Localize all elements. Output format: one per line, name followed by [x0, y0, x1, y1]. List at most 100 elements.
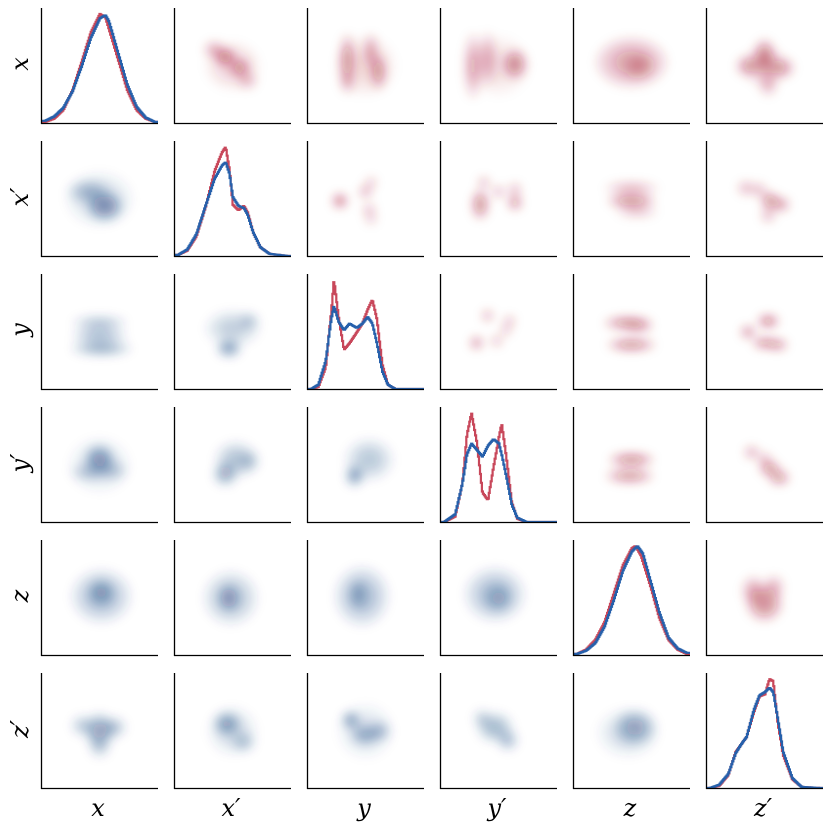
density-blue-y-vs-x-prime-blob-0-ring-2 — [223, 344, 235, 353]
density-blue-z-vs-y-blob-1-ring-2 — [354, 587, 363, 601]
density-red-x-prime-vs-y-blob-4-ring-2 — [368, 216, 374, 222]
density-blue-z-vs-y — [306, 540, 424, 657]
density-red-x-prime-vs-z-blob-2-ring-2 — [627, 209, 647, 215]
density-red-y-vs-y-prime — [439, 274, 557, 391]
profile-x-prime — [173, 141, 291, 258]
x-label-x-prime: x′ — [222, 794, 242, 822]
density-blue-x-prime-vs-x-blob-2-ring-2 — [85, 187, 114, 211]
profile-z-red-line — [573, 545, 690, 655]
density-blue-z-prime-vs-x-prime-blob-2-ring-2 — [221, 720, 244, 742]
density-blue-y-vs-x-prime-blob-2-ring-2 — [244, 317, 254, 326]
y-label-x-prime: x′ — [6, 187, 34, 207]
density-red-y-vs-z-prime-blob-1-ring-2 — [744, 329, 752, 335]
profile-x-red-line — [41, 12, 158, 123]
density-red-x-vs-x-prime — [173, 8, 291, 125]
profile-x-prime-blue-line — [174, 161, 291, 257]
density-red-x-vs-z-prime-blob-4-ring-2 — [755, 56, 774, 76]
density-red-y-prime-vs-z-prime-blob-0-ring-2 — [748, 449, 755, 456]
density-red-x-prime-vs-y-blob-3-ring-2 — [366, 207, 373, 213]
density-blue-z-vs-x-prime — [173, 540, 291, 657]
profile-x-blue-line — [41, 14, 158, 123]
y-label-z: z — [6, 589, 34, 603]
y-axis-labels: x x′ y y′ z z′ — [6, 57, 34, 739]
density-blue-z-prime-vs-x — [40, 673, 158, 790]
density-red-x-vs-y-prime — [439, 8, 557, 125]
density-red-y-prime-vs-z-prime-blob-1-ring-2 — [761, 456, 768, 463]
density-red-x-prime-vs-z-prime-blob-2-ring-2 — [766, 196, 774, 205]
density-red-y-prime-vs-z-prime-blob-2-ring-2 — [765, 465, 775, 472]
density-blue-z-vs-x — [40, 540, 158, 657]
density-red-x-prime-vs-z-prime — [705, 141, 823, 258]
density-red-y-vs-z-prime-blob-0-ring-2 — [763, 318, 773, 324]
density-red-x-vs-y-prime-blob-3-ring-2 — [485, 52, 512, 80]
profile-x — [40, 8, 158, 125]
density-red-x-prime-vs-y-prime — [439, 141, 557, 258]
density-blue-z-prime-vs-x-blob-3-ring-2 — [94, 742, 105, 752]
density-blue-y-prime-vs-x-blob-3-ring-2 — [86, 453, 113, 477]
profile-y-prime-blue-line — [440, 438, 557, 523]
density-red-x-vs-z-blob-1-ring-2 — [631, 60, 647, 72]
density-blue-z-prime-vs-z — [572, 673, 690, 790]
density-red-y-vs-z-prime-blob-3-ring-2 — [772, 342, 782, 348]
density-red-x-prime-vs-z — [572, 141, 690, 258]
density-red-y-vs-y-prime-blob-3-ring-2 — [473, 340, 480, 346]
density-red-x-prime-vs-y-prime-blob-0-ring-2 — [481, 180, 487, 186]
density-blue-z-prime-vs-y-blob-3-ring-2 — [353, 719, 378, 743]
density-red-y-prime-vs-z-blob-0-ring-2 — [621, 456, 642, 463]
density-red-x-prime-vs-y-prime-blob-4-ring-2 — [511, 199, 519, 206]
density-blue-y-prime-vs-x — [40, 407, 158, 524]
density-red-y-vs-z — [572, 274, 690, 391]
profile-z — [572, 540, 690, 657]
density-blue-z-vs-y-prime-blob-1-ring-2 — [491, 591, 506, 605]
density-blue-y-vs-x-blob-2-ring-2 — [88, 345, 115, 352]
density-blue-z-prime-vs-x-blob-2-ring-2 — [108, 722, 120, 732]
density-blue-z-prime-vs-y-prime-blob-2-ring-2 — [478, 714, 486, 723]
density-red-x-prime-vs-z-prime-blob-0-ring-2 — [742, 184, 751, 192]
density-red-x-vs-z — [572, 8, 690, 125]
density-red-z-vs-z-prime — [705, 540, 823, 657]
density-blue-z-prime-vs-y-prime — [439, 673, 557, 790]
density-red-x-vs-x-prime-blob-4-ring-2 — [220, 55, 245, 77]
density-red-x-prime-vs-y-prime-blob-2-ring-2 — [495, 188, 502, 195]
density-red-x-vs-y-blob-4-ring-2 — [352, 52, 379, 80]
density-red-y-vs-y-prime-blob-2-ring-2 — [503, 327, 509, 333]
density-blue-y-vs-x-prime — [173, 274, 291, 391]
density-red-y-vs-y-prime-blob-0-ring-2 — [484, 313, 491, 319]
density-blue-y-vs-x-blob-0-ring-2 — [87, 319, 112, 327]
x-label-y-prime: y′ — [486, 794, 507, 822]
density-red-x-vs-z-prime — [705, 8, 823, 125]
profile-z-prime — [705, 673, 823, 790]
density-red-x-prime-vs-y-prime-blob-3-ring-2 — [512, 186, 518, 194]
profile-z-prime-blue-line — [706, 687, 823, 789]
density-red-x-vs-y — [306, 8, 424, 125]
x-label-x: x — [91, 794, 105, 822]
density-blue-z-prime-vs-z-blob-1-ring-2 — [614, 722, 642, 744]
density-red-y-prime-vs-z-prime — [705, 407, 823, 524]
density-red-z-vs-z-prime-blob-1-ring-2 — [748, 584, 759, 598]
density-red-y-vs-y-prime-blob-1-ring-2 — [506, 318, 513, 324]
density-red-y-vs-z-prime — [705, 274, 823, 391]
density-blue-z-prime-vs-x-prime — [173, 673, 291, 790]
density-red-y-vs-z-blob-1-ring-2 — [632, 323, 646, 330]
profile-y — [306, 274, 424, 391]
density-blue-z-prime-vs-y-prime-blob-0-ring-2 — [486, 720, 503, 734]
density-red-z-vs-z-prime-blob-2-ring-2 — [769, 581, 779, 593]
profile-z-prime-red-line — [706, 678, 823, 789]
density-blue-z-vs-x-prime-blob-1-ring-2 — [224, 592, 234, 604]
y-label-y: y — [6, 323, 34, 338]
profile-y-prime — [439, 407, 557, 524]
density-blue-x-prime-vs-x — [40, 141, 158, 258]
x-label-z: z — [623, 794, 637, 822]
density-red-x-prime-vs-y-blob-0-ring-2 — [336, 197, 344, 205]
density-blue-z-vs-y-prime — [439, 540, 557, 657]
density-blue-z-prime-vs-y-prime-blob-1-ring-2 — [503, 735, 513, 745]
profile-y-red-line — [307, 281, 424, 390]
panel-grid — [40, 8, 823, 790]
y-label-y-prime: y′ — [6, 453, 34, 474]
density-blue-z-vs-x-blob-1-ring-2 — [95, 586, 108, 599]
x-label-y: y — [356, 794, 371, 822]
density-red-x-prime-vs-y-prime-blob-1-ring-2 — [476, 197, 484, 211]
density-red-y-vs-y-prime-blob-4-ring-2 — [494, 338, 500, 344]
density-blue-y-prime-vs-x-prime-blob-2-ring-2 — [244, 456, 254, 466]
